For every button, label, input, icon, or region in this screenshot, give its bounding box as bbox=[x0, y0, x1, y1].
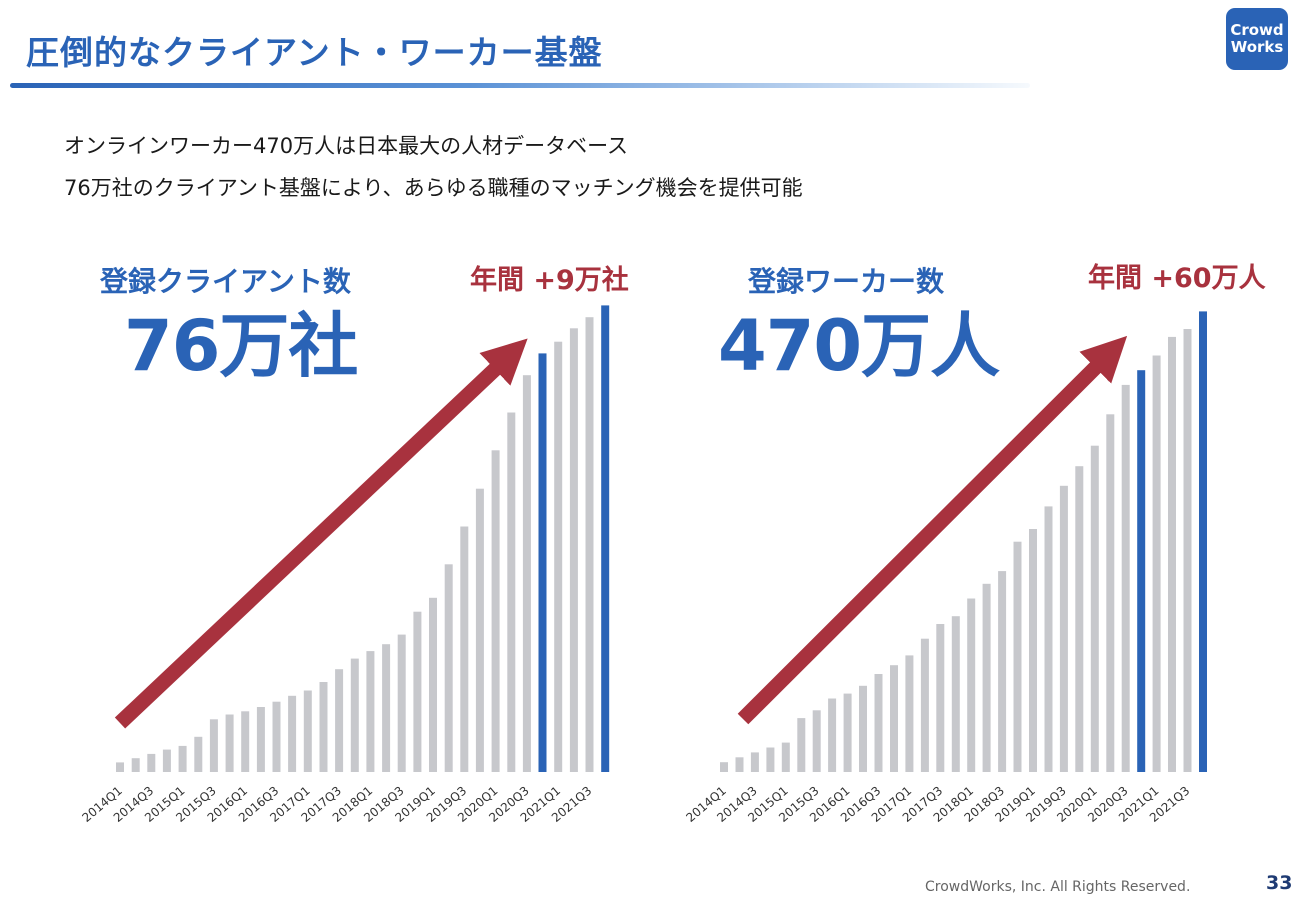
client-bar-2017Q3 bbox=[335, 669, 344, 772]
worker-bar-2015Q4 bbox=[828, 698, 837, 772]
client-count-value: 76万社 bbox=[124, 305, 358, 387]
worker-bar-2019Q3 bbox=[1059, 485, 1068, 772]
client-bar-2015Q3 bbox=[209, 719, 218, 772]
worker-bar-2014Q4 bbox=[766, 747, 775, 772]
client-bar-2015Q2 bbox=[194, 736, 203, 772]
worker-bar-2020Q1 bbox=[1090, 445, 1099, 772]
worker-bar-2021Q1 bbox=[1152, 355, 1161, 772]
client-bar-2015Q1 bbox=[178, 745, 187, 772]
worker-bar-2015Q2 bbox=[797, 718, 806, 772]
client-bar-2016Q2 bbox=[256, 707, 265, 772]
worker-growth-arrow bbox=[737, 335, 1128, 725]
worker-bar-2017Q2 bbox=[920, 638, 929, 772]
worker-bar-2019Q2 bbox=[1044, 506, 1053, 772]
client-bar-2019Q2 bbox=[444, 564, 453, 772]
copyright-text: CrowdWorks, Inc. All Rights Reserved. bbox=[925, 879, 1191, 895]
worker-bar-2016Q1 bbox=[843, 693, 852, 772]
worker-bar-2019Q4 bbox=[1075, 466, 1084, 772]
page-title: 圧倒的なクライアント・ワーカー基盤 bbox=[26, 33, 603, 72]
worker-bar-2018Q4 bbox=[1013, 541, 1022, 772]
crowdworks-logo: Crowd Works bbox=[1226, 8, 1288, 70]
worker-bar-2018Q2 bbox=[982, 583, 991, 772]
client-bar-2014Q1 bbox=[116, 762, 124, 772]
client-bar-2018Q2 bbox=[382, 644, 391, 772]
client-bar-2017Q4 bbox=[350, 658, 359, 772]
client-bar-2021Q2 bbox=[569, 328, 578, 772]
client-bar-2019Q1 bbox=[429, 597, 437, 772]
worker-bar-2021Q3 bbox=[1183, 329, 1192, 772]
worker-bar-2020Q2 bbox=[1106, 414, 1115, 772]
client-bar-2014Q4 bbox=[162, 749, 171, 772]
client-bar-2018Q4 bbox=[413, 611, 422, 772]
client-bar-2016Q1 bbox=[241, 711, 250, 772]
title-underline bbox=[10, 83, 1030, 88]
worker-bar-2021Q4 bbox=[1199, 311, 1207, 772]
worker-bar-2014Q2 bbox=[735, 757, 744, 772]
client-bar-2020Q1 bbox=[491, 450, 500, 772]
client-growth-arrow bbox=[114, 338, 528, 729]
client-bar-2017Q1 bbox=[303, 690, 312, 772]
page-number: 33 bbox=[1266, 872, 1293, 894]
worker-bar-2018Q1 bbox=[967, 598, 976, 772]
client-bar-2019Q3 bbox=[460, 526, 469, 772]
client-bar-2021Q1 bbox=[554, 341, 563, 772]
worker-bar-2020Q3 bbox=[1121, 384, 1130, 772]
worker-bar-2016Q4 bbox=[890, 665, 898, 772]
worker-bar-2016Q3 bbox=[874, 674, 883, 772]
worker-bar-2020Q4 bbox=[1137, 370, 1146, 772]
client-bar-2021Q4 bbox=[601, 305, 610, 772]
worker-count-label: 登録ワーカー数 bbox=[748, 265, 945, 298]
worker-bar-2014Q1 bbox=[720, 762, 728, 772]
client-annual-growth: 年間 +9万社 bbox=[470, 265, 629, 296]
worker-bar-2021Q2 bbox=[1168, 336, 1176, 772]
logo-text-line2: Works bbox=[1230, 38, 1284, 56]
client-bar-2020Q4 bbox=[538, 353, 547, 772]
client-bar-2016Q3 bbox=[272, 701, 281, 772]
worker-bar-2017Q1 bbox=[905, 655, 914, 772]
worker-bar-2017Q3 bbox=[936, 624, 945, 772]
logo-text-line1: Crowd bbox=[1230, 21, 1284, 39]
worker-bar-2015Q1 bbox=[781, 742, 790, 772]
subtitle-line1: オンラインワーカー470万人は日本最大の人材データベース bbox=[64, 134, 629, 158]
worker-annual-growth: 年間 +60万人 bbox=[1088, 263, 1266, 294]
worker-bar-2017Q4 bbox=[951, 616, 960, 772]
client-bar-2021Q3 bbox=[585, 317, 594, 772]
worker-bar-2018Q3 bbox=[998, 571, 1007, 772]
worker-count-value: 470万人 bbox=[718, 305, 1000, 387]
worker-bar-2019Q1 bbox=[1029, 529, 1037, 772]
worker-bar-2015Q3 bbox=[812, 710, 821, 772]
client-bar-2016Q4 bbox=[288, 695, 297, 772]
client-bar-2020Q2 bbox=[507, 412, 516, 772]
client-count-label: 登録クライアント数 bbox=[100, 265, 351, 298]
client-bar-2019Q4 bbox=[475, 488, 484, 772]
client-bar-2018Q1 bbox=[366, 651, 375, 772]
client-bar-2015Q4 bbox=[225, 714, 234, 772]
client-bar-2014Q2 bbox=[131, 758, 140, 772]
subtitle-line2: 76万社のクライアント基盤により、あらゆる職種のマッチング機会を提供可能 bbox=[64, 176, 803, 200]
client-bar-2014Q3 bbox=[147, 753, 156, 772]
worker-bar-2016Q2 bbox=[859, 685, 867, 772]
client-bar-2018Q3 bbox=[397, 634, 406, 772]
client-bar-2020Q3 bbox=[522, 375, 531, 772]
worker-bar-2014Q3 bbox=[750, 752, 759, 772]
client-bar-2017Q2 bbox=[319, 682, 328, 772]
